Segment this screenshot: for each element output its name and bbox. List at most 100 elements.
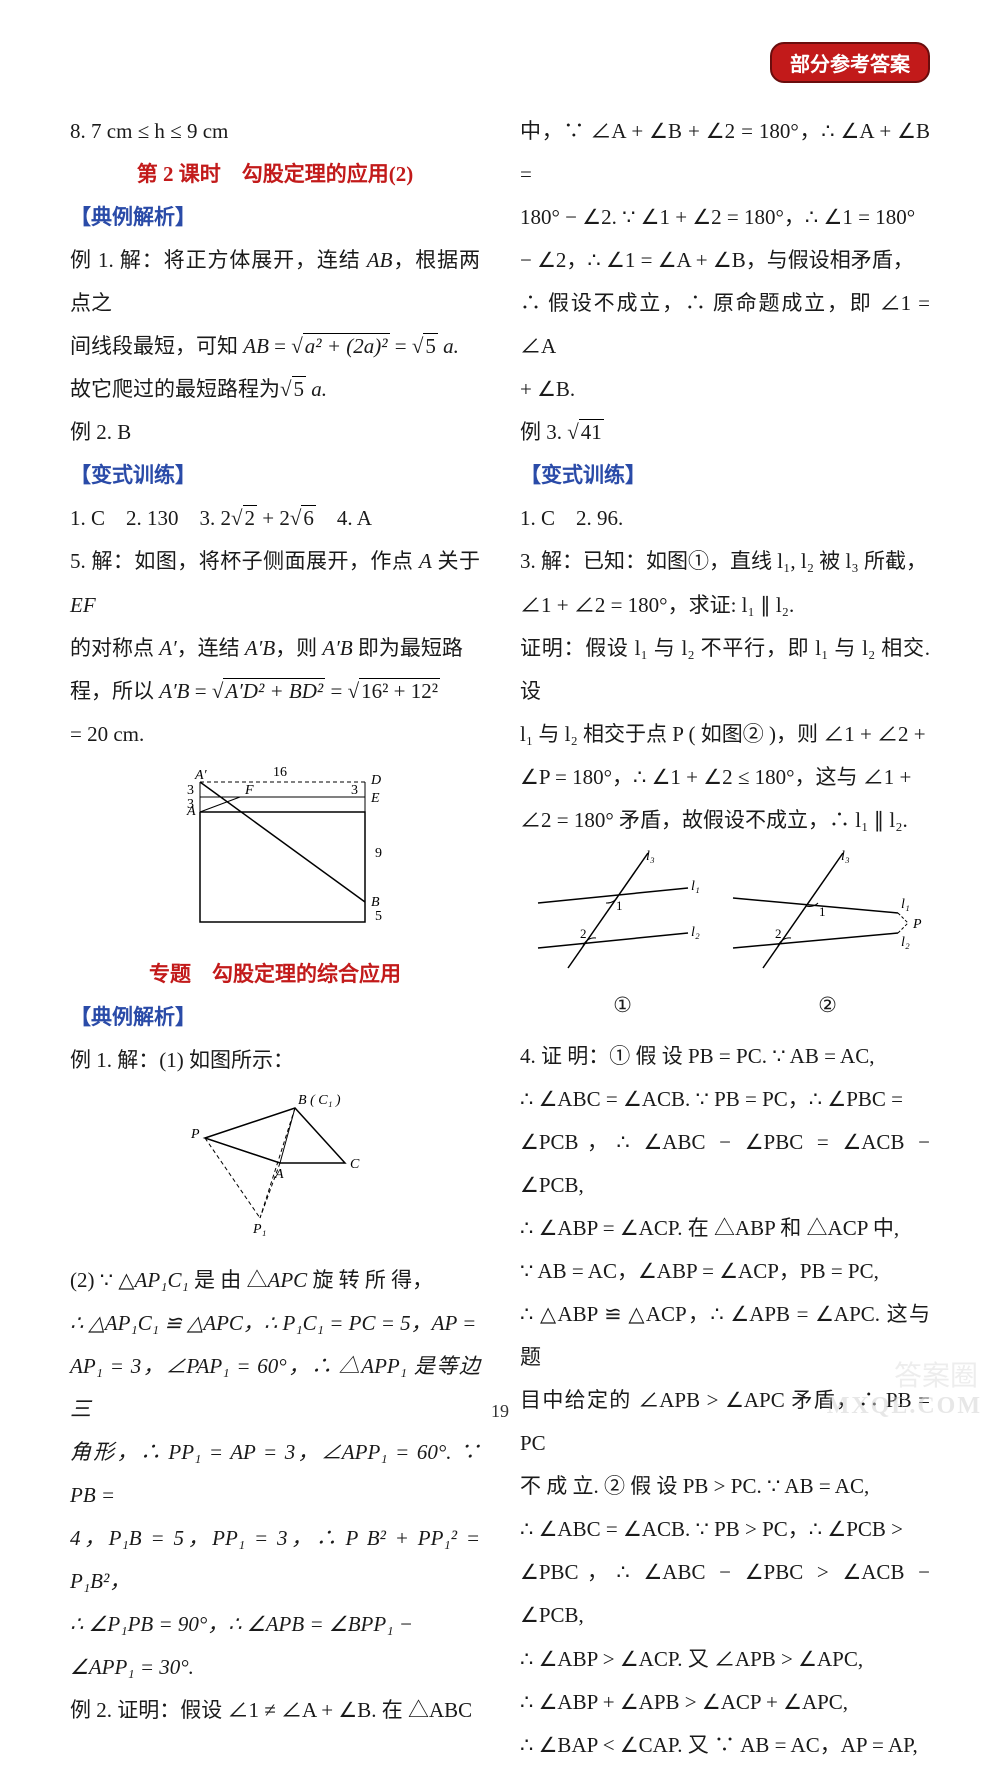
var: A′B — [245, 636, 275, 660]
text: 即为最短路 — [353, 636, 463, 660]
parallel-svg-2: l₃ l₁ l₂ P 1 2 — [723, 848, 923, 978]
figure-cup-unfold: A′ F D E A B 16 3 3 3 9 5 — [70, 762, 480, 947]
lesson-heading: 第 2 课时 勾股定理的应用(2) — [70, 153, 480, 196]
sqrt: 16² + 12² — [348, 670, 440, 713]
figure-triangle-rotate: B ( C₁ ) P A C P₁ — [70, 1088, 480, 1253]
figure-numbers: ① ② — [520, 984, 930, 1027]
label: l₃ — [646, 849, 655, 864]
text: 是 由 △ — [189, 1268, 268, 1292]
text: = — [190, 679, 212, 703]
text-line: 8. 7 cm ≤ h ≤ 9 cm — [70, 110, 480, 153]
text-line: 例 2. 证明：假设 ∠1 ≠ ∠A + ∠B. 在 △ABC — [70, 1689, 480, 1732]
fignum: ② — [818, 984, 837, 1027]
radicand: 5 — [292, 376, 307, 401]
text: 5. 解：如图，将杯子侧面展开，作点 — [70, 549, 419, 573]
text: = — [390, 334, 412, 358]
text: = — [269, 334, 291, 358]
text-line: ∠2 = 180° 矛盾，故假设不成立，∴ l₁ ∥ l₂. — [520, 799, 930, 842]
text-line: 3. 解：已知：如图①，直线 l₁, l₂ 被 l₃ 所截， — [520, 540, 930, 583]
label: P — [190, 1127, 200, 1142]
dim: 16 — [273, 765, 287, 780]
text-line: (2) ∵ △AP₁C₁ 是 由 △APC 旋 转 所 得， — [70, 1259, 480, 1302]
text-line: 不 成 立. ② 假 设 PB > PC. ∵ AB = AC, — [520, 1465, 930, 1508]
text-line: 中，∵ ∠A + ∠B + ∠2 = 180°，∴ ∠A + ∠B = — [520, 110, 930, 196]
dim: 3 — [187, 783, 194, 798]
text-line: 故它爬过的最短路程为5 a. — [70, 368, 480, 411]
text: = — [325, 679, 347, 703]
two-column-content: 8. 7 cm ≤ h ≤ 9 cm 第 2 课时 勾股定理的应用(2) 【典例… — [70, 110, 930, 1398]
watermark-cn: 答案圈 — [894, 1354, 978, 1394]
var: A — [419, 549, 432, 573]
label: l₁ — [691, 879, 700, 894]
label: l₂ — [691, 925, 700, 940]
label: 2 — [580, 926, 587, 941]
section-heading: 【典例解析】 — [70, 196, 480, 239]
text-line: ∴ ∠ABP > ∠ACP. 又 ∠APB > ∠APC, — [520, 1638, 930, 1681]
sqrt: 5 — [412, 325, 438, 368]
text-line: 例 1. 解：(1) 如图所示： — [70, 1039, 480, 1082]
topic-heading: 专题 勾股定理的综合应用 — [70, 953, 480, 996]
fignum: ① — [613, 984, 632, 1027]
var: A′B — [322, 636, 352, 660]
text: ，连结 — [177, 636, 245, 660]
var: a. — [438, 334, 459, 358]
label: P — [912, 917, 922, 932]
label: 1 — [819, 904, 826, 919]
label: E — [370, 791, 380, 806]
right-column: 中，∵ ∠A + ∠B + ∠2 = 180°，∴ ∠A + ∠B = 180°… — [520, 110, 930, 1398]
text: 1. C 2. 130 3. 2 — [70, 506, 231, 530]
text-line: 5. 解：如图，将杯子侧面展开，作点 A 关于 EF — [70, 540, 480, 626]
text: 例 1. 解：将正方体展开，连结 — [70, 248, 367, 272]
label: F — [244, 783, 254, 798]
text-line: ∴ ∠P₁PB = 90°，∴ ∠APB = ∠BPP₁ − — [70, 1603, 480, 1646]
text-line: 例 2. B — [70, 411, 480, 454]
var: APC — [268, 1268, 308, 1292]
radicand: a² + (2a)² — [303, 333, 390, 358]
text: 4. A — [316, 506, 372, 530]
label: 1 — [616, 898, 623, 913]
label: A′ — [194, 768, 208, 783]
var: EF — [70, 593, 96, 617]
text-line: = 20 cm. — [70, 713, 480, 756]
dim: 5 — [375, 909, 382, 924]
label: P₁ — [252, 1222, 266, 1237]
text-line: 的对称点 A′，连结 A′B，则 A′B 即为最短路 — [70, 627, 480, 670]
dim: 3 — [187, 797, 194, 812]
label: l₃ — [841, 849, 850, 864]
sqrt: a² + (2a)² — [291, 325, 389, 368]
text: 故它爬过的最短路程为 — [70, 377, 280, 401]
watermark-main: MXQE.COM — [827, 1393, 982, 1420]
figure-parallel-lines: l₃ l₁ l₂ 1 2 l₃ l₁ l₂ P 1 2 — [520, 848, 930, 978]
text-line: 程，所以 A′B = A′D² + BD² = 16² + 12² — [70, 670, 480, 713]
radicand: 6 — [301, 505, 316, 530]
label: C — [350, 1157, 360, 1172]
text: 例 3. — [520, 420, 567, 444]
label: B — [371, 895, 380, 910]
text-line: ∴ ∠ABP = ∠ACP. 在 △ABP 和 △ACP 中, — [520, 1207, 930, 1250]
var: AP₁C₁ — [135, 1268, 189, 1292]
answer-badge: 部分参考答案 — [770, 42, 930, 83]
section-heading: 【典例解析】 — [70, 996, 480, 1039]
dim: 9 — [375, 846, 382, 861]
text-line: ∠PBC，∴ ∠ABC − ∠PBC > ∠ACB − ∠PCB, — [520, 1551, 930, 1637]
var: AB — [243, 334, 269, 358]
text-line: ∠PCB，∴ ∠ABC − ∠PBC = ∠ACB − ∠PCB, — [520, 1121, 930, 1207]
text-line: 例 3. 41 — [520, 411, 930, 454]
radicand: 5 — [423, 333, 438, 358]
text: + 2 — [257, 506, 290, 530]
text-line: 例 1. 解：将正方体展开，连结 AB，根据两点之 — [70, 239, 480, 325]
text-line: ∴ ∠BAP < ∠CAP. 又 ∵ AB = AC，AP = AP, — [520, 1724, 930, 1767]
radicand: 41 — [579, 419, 604, 444]
text-line: ∴ △AP₁C₁ ≌ △APC，∴ P₁C₁ = PC = 5，AP = — [70, 1302, 480, 1345]
var: A′ — [159, 636, 176, 660]
text-line: ∠P = 180°，∴ ∠1 + ∠2 ≤ 180°，这与 ∠1 + — [520, 756, 930, 799]
section-heading: 【变式训练】 — [520, 454, 930, 497]
label: 2 — [775, 926, 782, 941]
text-line: 180° − ∠2. ∵ ∠1 + ∠2 = 180°，∴ ∠1 = 180° — [520, 196, 930, 239]
text-line: l₁ 与 l₂ 相交于点 P ( 如图② )，则 ∠1 + ∠2 + — [520, 713, 930, 756]
text: 程，所以 — [70, 679, 159, 703]
text: 关于 — [432, 549, 480, 573]
radicand: 2 — [243, 505, 258, 530]
parallel-svg-1: l₃ l₁ l₂ 1 2 — [528, 848, 708, 978]
text: 的对称点 — [70, 636, 159, 660]
